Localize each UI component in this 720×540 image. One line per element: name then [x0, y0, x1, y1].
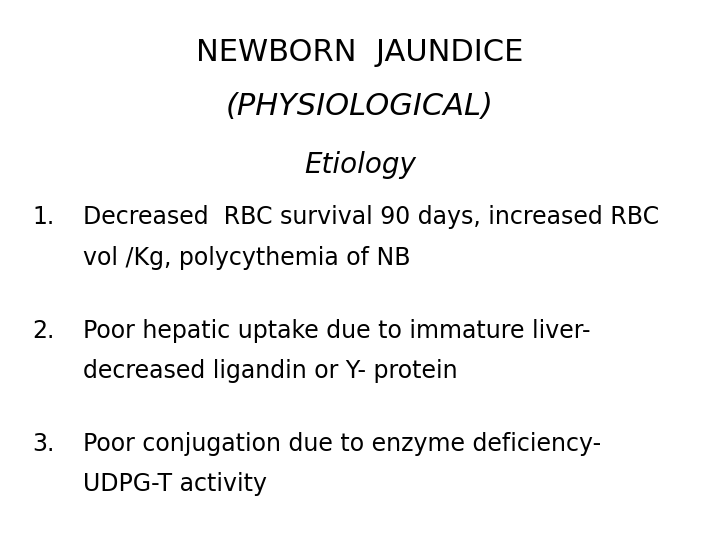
Text: 1.: 1. [32, 205, 55, 229]
Text: 2.: 2. [32, 319, 55, 342]
Text: UDPG-T activity: UDPG-T activity [83, 472, 267, 496]
Text: decreased ligandin or Y- protein: decreased ligandin or Y- protein [83, 359, 457, 383]
Text: Poor conjugation due to enzyme deficiency-: Poor conjugation due to enzyme deficienc… [83, 432, 601, 456]
Text: Poor hepatic uptake due to immature liver-: Poor hepatic uptake due to immature live… [83, 319, 590, 342]
Text: NEWBORN  JAUNDICE: NEWBORN JAUNDICE [197, 38, 523, 67]
Text: 3.: 3. [32, 432, 55, 456]
Text: vol /Kg, polycythemia of NB: vol /Kg, polycythemia of NB [83, 246, 410, 269]
Text: (PHYSIOLOGICAL): (PHYSIOLOGICAL) [226, 92, 494, 121]
Text: Decreased  RBC survival 90 days, increased RBC: Decreased RBC survival 90 days, increase… [83, 205, 659, 229]
Text: Etiology: Etiology [304, 151, 416, 179]
